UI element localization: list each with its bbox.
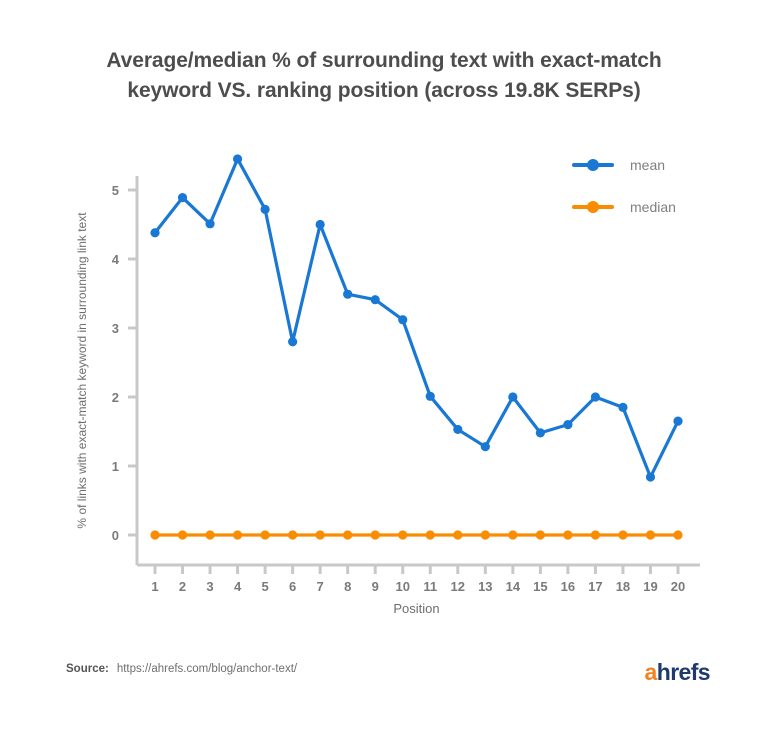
x-axis-ticks: 1 2 3 4 5 6 7 8 9 10 11 12 13 14 15 16 17 18 19 20: [151, 565, 685, 594]
data-point-mean[interactable]: [177, 192, 188, 203]
x-tick-label: 3: [206, 579, 213, 594]
legend-swatch-mean-icon: [572, 158, 614, 172]
source-note: Source: https://ahrefs.com/blog/anchor-te…: [66, 663, 297, 675]
data-point-mean[interactable]: [150, 228, 160, 238]
ahrefs-logo-a: a: [644, 659, 658, 685]
y-tick-label: 0: [112, 528, 119, 543]
data-point-mean[interactable]: [645, 472, 656, 482]
data-point-mean[interactable]: [453, 424, 463, 435]
legend-item-median[interactable]: median: [572, 192, 752, 222]
data-point-mean[interactable]: [315, 219, 325, 230]
y-tick-label: 2: [112, 390, 119, 405]
data-point-median[interactable]: [343, 530, 353, 540]
data-point-median[interactable]: [205, 530, 215, 540]
data-point-mean[interactable]: [370, 295, 380, 305]
x-tick-label: 13: [478, 579, 492, 594]
data-point-median[interactable]: [260, 530, 270, 540]
data-point-median[interactable]: [508, 530, 518, 540]
data-point-median[interactable]: [315, 530, 325, 540]
data-point-mean[interactable]: [260, 204, 270, 214]
data-point-median[interactable]: [425, 530, 435, 540]
ahrefs-logo-text: hrefs: [656, 659, 711, 685]
x-tick-label: 9: [372, 579, 379, 594]
y-tick-label: 1: [112, 459, 119, 474]
data-point-median[interactable]: [232, 530, 243, 540]
x-tick-label: 15: [533, 579, 547, 594]
x-tick-label: 8: [344, 579, 351, 594]
x-tick-label: 11: [423, 579, 437, 594]
data-point-median[interactable]: [535, 530, 545, 540]
chart-series: [150, 154, 683, 540]
x-tick-label: 1: [151, 579, 158, 594]
legend-label-median: median: [630, 199, 676, 215]
data-point-mean[interactable]: [480, 442, 490, 452]
x-axis-title: Position: [393, 601, 439, 616]
data-point-median[interactable]: [563, 530, 573, 540]
legend-swatch-median-icon: [572, 200, 614, 214]
source-label: Source:: [66, 663, 109, 675]
legend-item-mean[interactable]: mean: [572, 150, 752, 180]
data-point-mean[interactable]: [205, 219, 215, 229]
chart-title-line-2: keyword VS. ranking position (across 19.…: [127, 79, 641, 102]
data-point-median[interactable]: [673, 530, 683, 540]
data-point-median[interactable]: [618, 530, 628, 540]
x-tick-label: 14: [506, 579, 521, 594]
source-url[interactable]: https://ahrefs.com/blog/anchor-text/: [116, 663, 298, 675]
x-tick-label: 19: [643, 579, 657, 594]
data-point-mean[interactable]: [673, 416, 683, 426]
data-point-median[interactable]: [177, 530, 188, 540]
data-point-mean[interactable]: [425, 391, 435, 401]
data-point-median[interactable]: [645, 530, 656, 540]
y-axis-ticks: 0 1 2 3 4 5: [112, 183, 137, 543]
x-tick-label: 20: [671, 579, 685, 594]
data-point-mean[interactable]: [398, 315, 408, 325]
y-tick-label: 4: [112, 252, 120, 267]
data-point-mean[interactable]: [535, 428, 545, 438]
data-point-mean[interactable]: [590, 392, 601, 402]
y-tick-label: 3: [112, 321, 119, 336]
data-point-mean[interactable]: [508, 392, 518, 402]
x-tick-label: 2: [179, 579, 186, 594]
data-point-mean[interactable]: [343, 289, 353, 299]
data-point-median[interactable]: [480, 530, 490, 540]
chart-title: Average/median % of surrounding text wit…: [64, 46, 704, 106]
x-tick-label: 10: [396, 579, 410, 594]
x-tick-label: 4: [234, 579, 242, 594]
data-point-mean[interactable]: [232, 154, 243, 164]
x-tick-label: 16: [561, 579, 575, 594]
axis-titles: Position % of links with exact-match keyw…: [75, 212, 440, 616]
chart-axes: [135, 176, 700, 567]
series-line-mean: [153, 157, 680, 479]
x-tick-label: 17: [588, 579, 602, 594]
data-point-mean[interactable]: [563, 420, 573, 430]
x-tick-label: 12: [451, 579, 465, 594]
x-tick-label: 7: [317, 579, 324, 594]
y-tick-label: 5: [112, 183, 119, 198]
x-tick-label: 18: [616, 579, 630, 594]
data-point-median[interactable]: [288, 530, 298, 540]
x-tick-label: 6: [289, 579, 296, 594]
legend-label-mean: mean: [630, 157, 666, 173]
data-point-median[interactable]: [590, 530, 601, 540]
chart-title-line-1: Average/median % of surrounding text wit…: [106, 49, 662, 72]
data-point-median[interactable]: [398, 530, 408, 540]
x-tick-label: 5: [261, 579, 268, 594]
ahrefs-logo: ahrefs: [644, 658, 711, 686]
chart-legend: mean median: [572, 150, 752, 234]
y-axis-title: % of links with exact-match keyword in s…: [75, 212, 89, 529]
data-point-median[interactable]: [150, 530, 160, 540]
data-point-mean[interactable]: [618, 402, 628, 412]
data-point-mean[interactable]: [288, 337, 298, 347]
data-point-median[interactable]: [453, 530, 463, 540]
data-point-median[interactable]: [370, 530, 380, 540]
